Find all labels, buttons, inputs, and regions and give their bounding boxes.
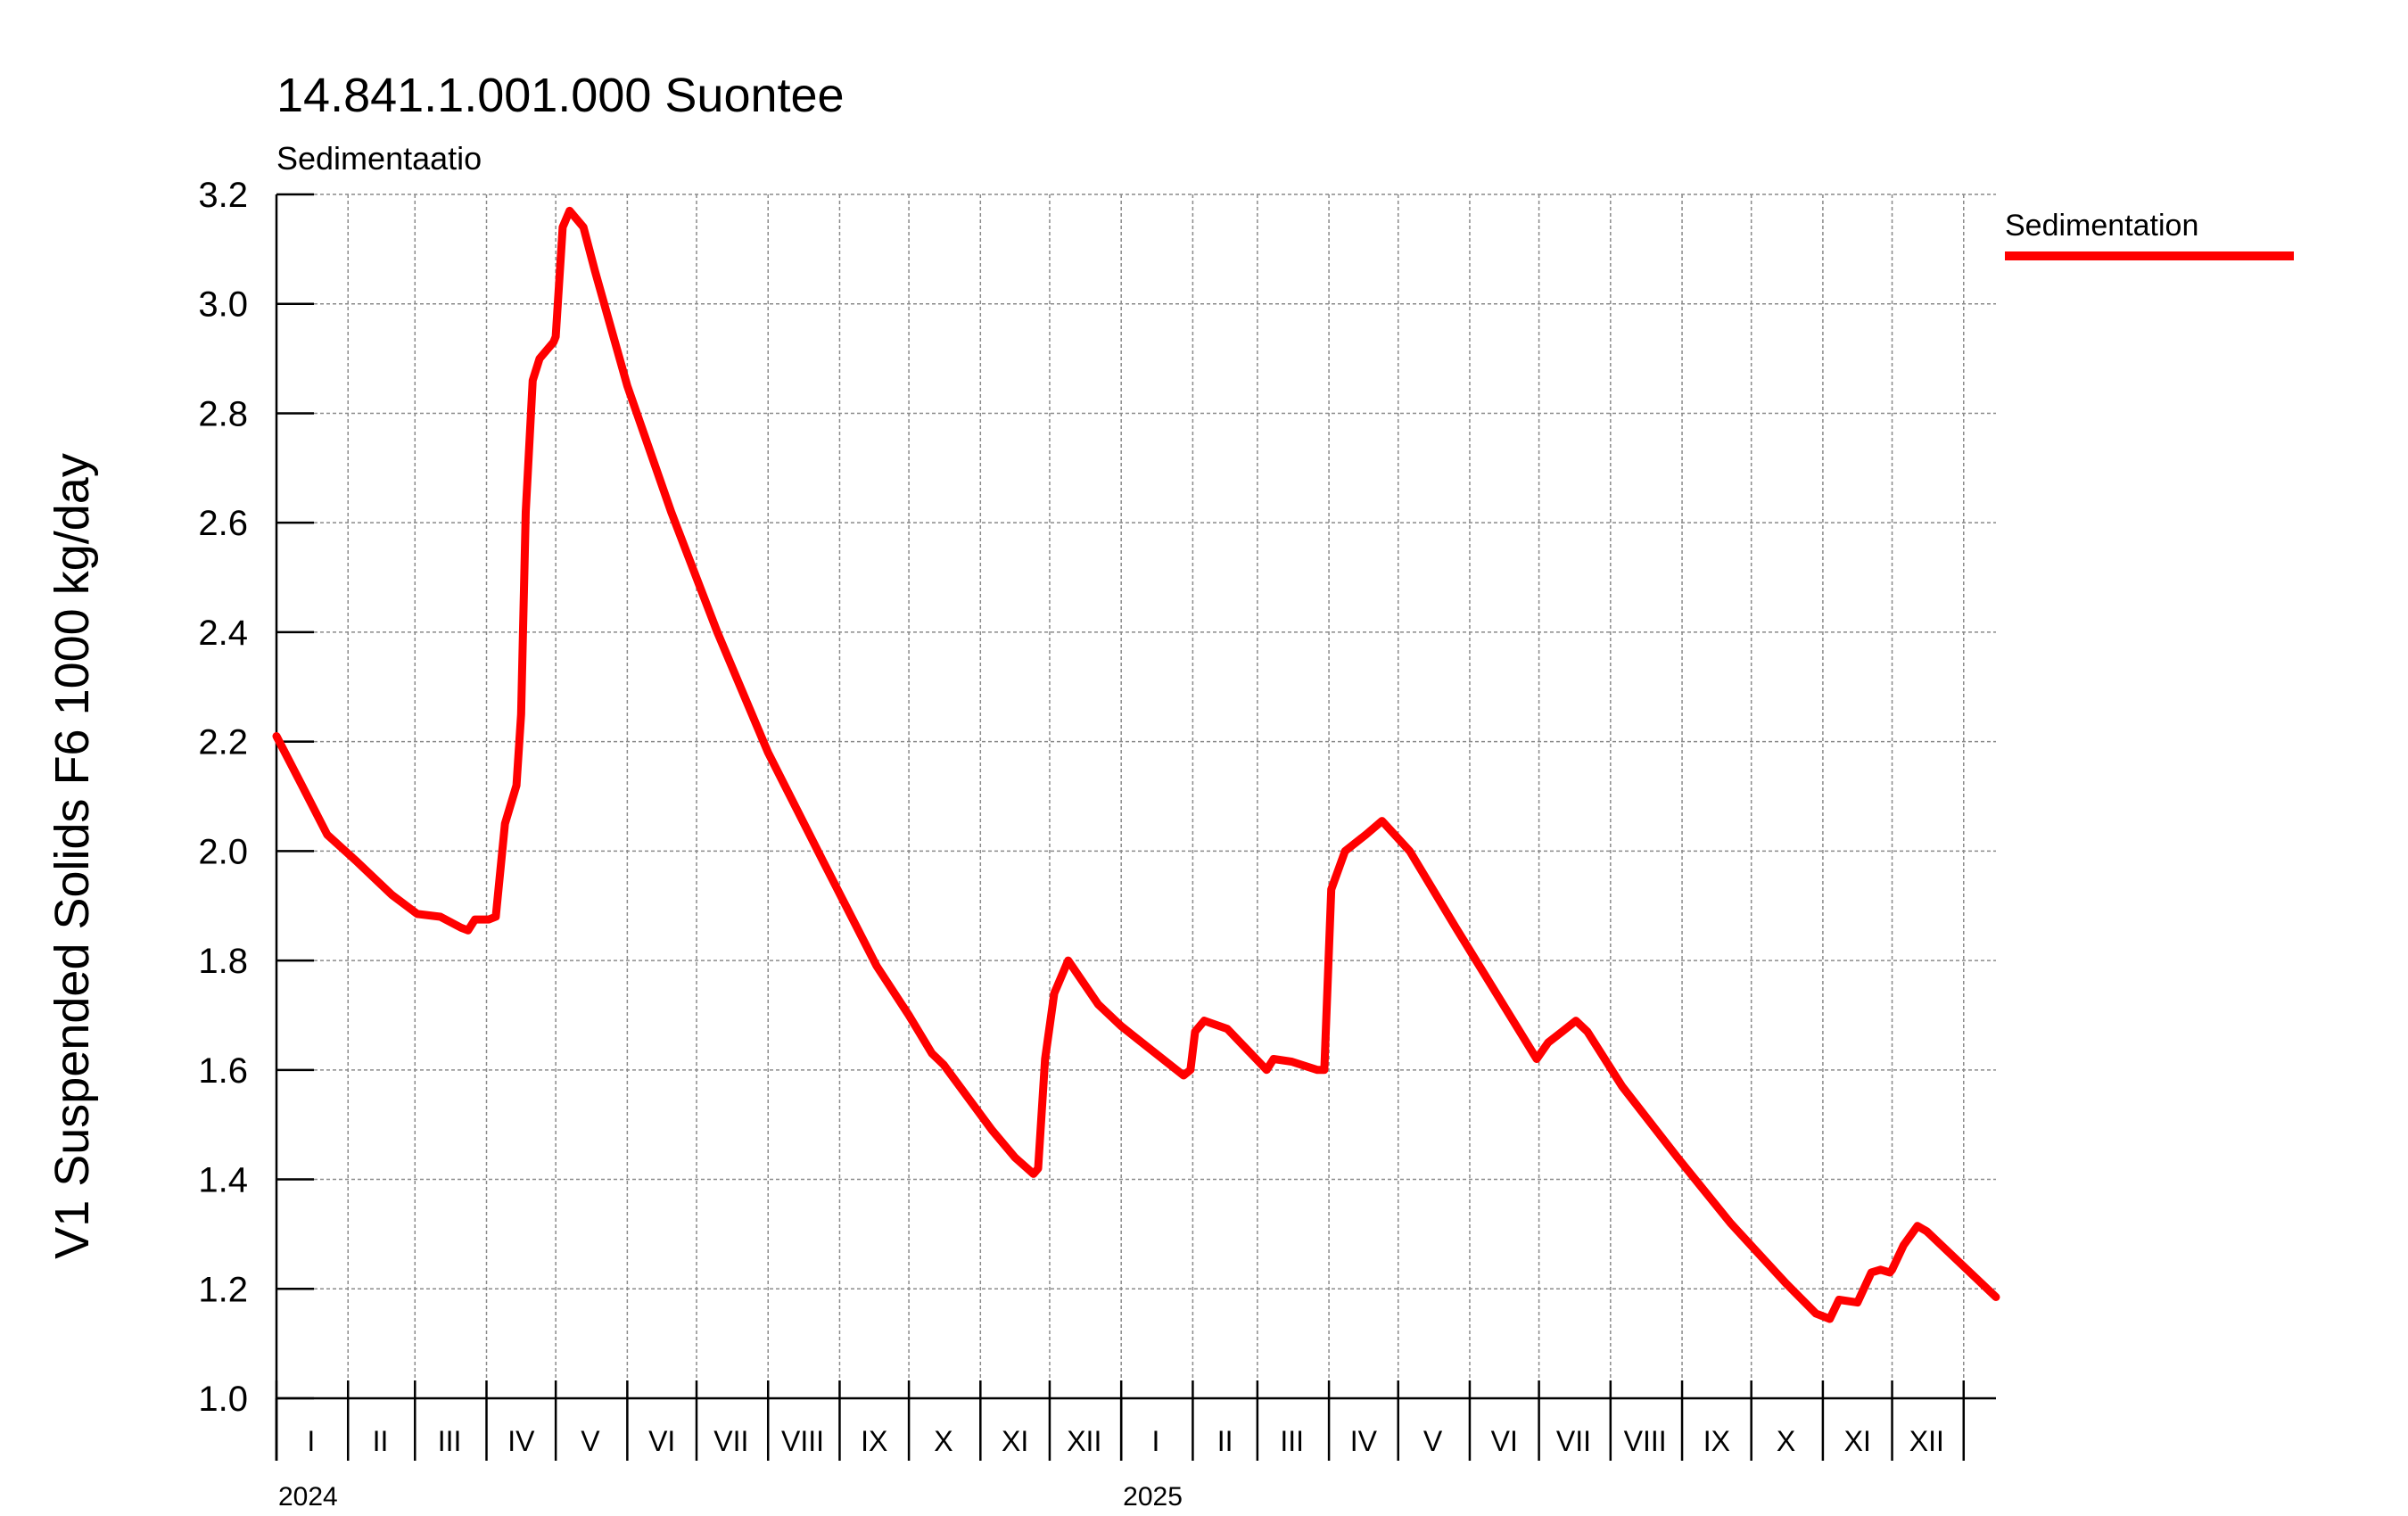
- series-line-sedimentation: [272, 206, 2000, 1323]
- month-label: V: [1423, 1425, 1443, 1457]
- y-tick-label: 3.0: [198, 285, 248, 325]
- chart-title: 14.841.1.001.000 Suontee: [276, 69, 845, 122]
- y-tick-label: 2.8: [198, 394, 248, 433]
- month-label: XII: [1909, 1425, 1944, 1457]
- y-axis-label: V1 Suspended Solids F6 1000 kg/day: [45, 453, 99, 1259]
- month-label: III: [438, 1425, 462, 1457]
- month-label: VII: [1556, 1425, 1591, 1457]
- month-label: IV: [507, 1425, 535, 1457]
- month-label: IX: [1703, 1425, 1730, 1457]
- month-label: V: [581, 1425, 600, 1457]
- y-tick-label: 1.4: [198, 1161, 248, 1200]
- month-label: XI: [1844, 1425, 1871, 1457]
- y-tick-label: 2.0: [198, 832, 248, 871]
- legend: Sedimentation: [2005, 209, 2294, 260]
- y-tick-label: 3.2: [198, 176, 248, 215]
- month-label: VI: [648, 1425, 675, 1457]
- month-label: I: [307, 1425, 315, 1457]
- series-layer: [272, 206, 2000, 1323]
- month-label: III: [1280, 1425, 1304, 1457]
- month-label: II: [1217, 1425, 1233, 1457]
- y-tick-label: 1.8: [198, 942, 248, 981]
- month-label: I: [1152, 1425, 1160, 1457]
- month-label: XII: [1067, 1425, 1101, 1457]
- y-tick-label: 1.6: [198, 1051, 248, 1091]
- y-tick-label: 2.2: [198, 723, 248, 762]
- month-label: XI: [1002, 1425, 1028, 1457]
- month-label: VIII: [1624, 1425, 1667, 1457]
- month-label: IX: [861, 1425, 887, 1457]
- y-tick-label: 1.2: [198, 1270, 248, 1309]
- year-label: 2024: [278, 1482, 338, 1512]
- y-tick-label: 2.6: [198, 504, 248, 543]
- chart-subtitle: Sedimentaatio: [276, 140, 482, 177]
- month-label: X: [934, 1425, 952, 1457]
- month-label: VII: [713, 1425, 748, 1457]
- month-label: X: [1777, 1425, 1795, 1457]
- y-tick-label: 1.0: [198, 1380, 248, 1419]
- month-label: VI: [1491, 1425, 1518, 1457]
- month-label: IV: [1350, 1425, 1378, 1457]
- month-label: II: [373, 1425, 389, 1457]
- grid-layer: [276, 194, 1996, 1398]
- month-label: VIII: [781, 1425, 824, 1457]
- legend-label-sedimentation: Sedimentation: [2005, 209, 2198, 243]
- axis-layer: 1.0 1.2 1.4 1.6 1.8 2.0 2.2 2.4 2.6 2.8 3.0 3.2 2024…: [198, 176, 1996, 1512]
- y-tick-label: 2.4: [198, 614, 248, 653]
- year-label: 2025: [1123, 1482, 1183, 1512]
